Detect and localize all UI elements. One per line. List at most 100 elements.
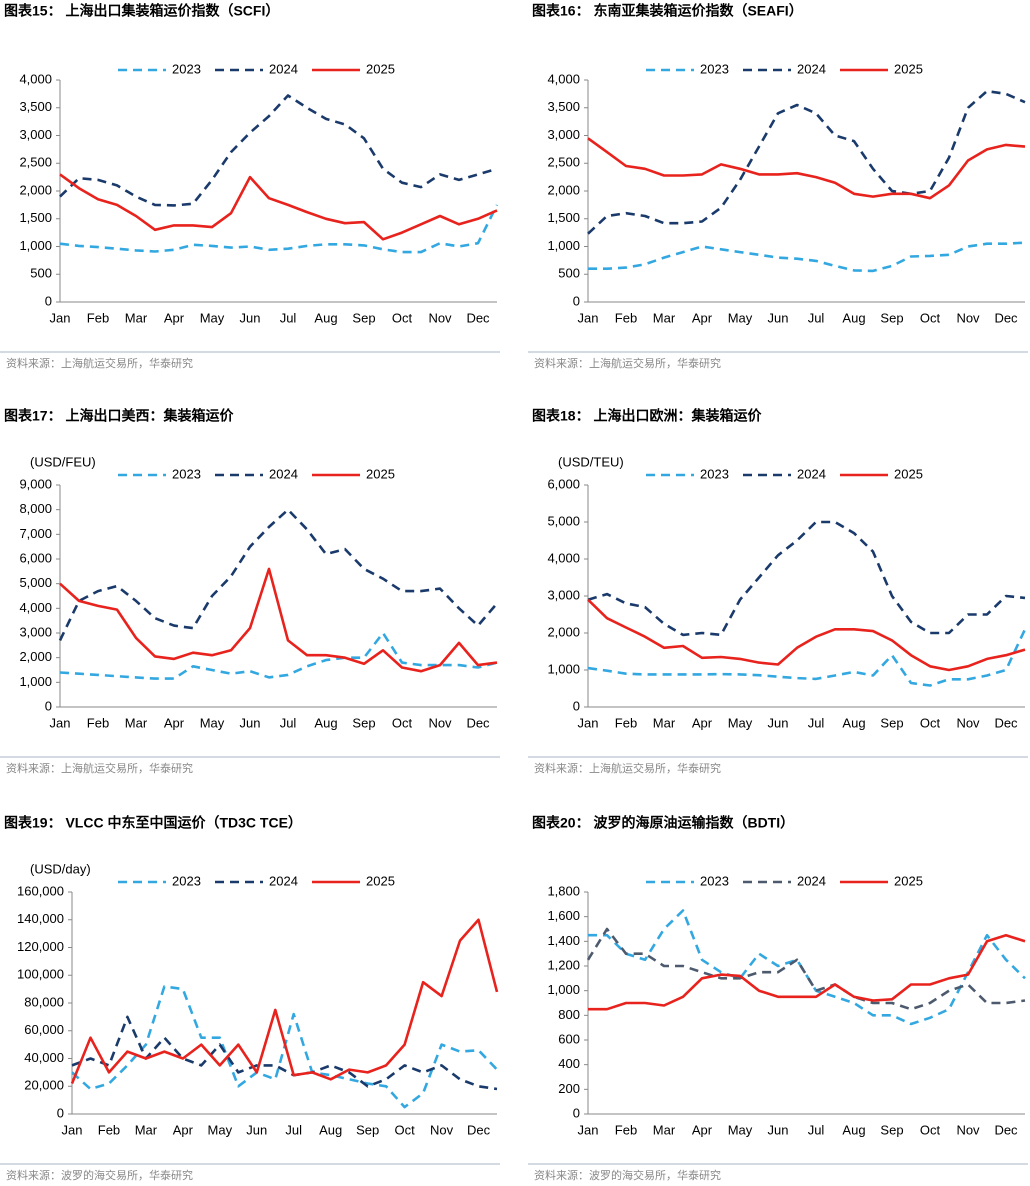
x-tick-label: Oct [392, 715, 413, 730]
x-tick-label: Nov [428, 715, 452, 730]
legend-label: 2024 [797, 61, 826, 76]
y-tick-label: 800 [558, 1007, 580, 1022]
x-tick-label: Aug [842, 1122, 865, 1137]
x-tick-label: May [200, 310, 225, 325]
y-tick-label: 3,000 [19, 624, 52, 639]
legend-label: 2023 [700, 61, 729, 76]
x-tick-label: Nov [956, 1122, 980, 1137]
y-tick-label: 3,000 [547, 127, 580, 142]
series-line [70, 918, 499, 1084]
source-note: 资料来源：波罗的海交易所，华泰研究 [534, 1168, 721, 1182]
x-tick-label: Jan [50, 310, 71, 325]
x-tick-label: Feb [615, 1122, 637, 1137]
y-tick-label: 1,000 [19, 238, 52, 253]
y-tick-label: 600 [558, 1031, 580, 1046]
y-tick-label: 500 [30, 266, 52, 281]
x-tick-label: Dec [466, 310, 490, 325]
x-tick-label: Feb [98, 1122, 120, 1137]
x-tick-label: Oct [392, 310, 413, 325]
x-tick-label: Nov [428, 310, 452, 325]
series-line [586, 927, 1026, 1011]
series-line [587, 89, 1026, 235]
legend-label: 2023 [172, 61, 201, 76]
legend-label: 2024 [797, 873, 826, 888]
x-tick-label: Oct [920, 1122, 941, 1137]
x-tick-label: Dec [994, 1122, 1018, 1137]
legend-label: 2023 [172, 873, 201, 888]
y-tick-label: 7,000 [19, 526, 52, 541]
x-tick-label: Mar [125, 715, 148, 730]
series-line [58, 508, 498, 641]
x-tick-label: Feb [87, 715, 109, 730]
x-tick-label: Jun [768, 1122, 789, 1137]
x-tick-label: Jun [768, 310, 789, 325]
x-tick-label: May [728, 310, 753, 325]
x-tick-label: Feb [615, 715, 637, 730]
legend-label: 2024 [269, 873, 298, 888]
x-tick-label: Aug [842, 715, 865, 730]
series-line [587, 137, 1026, 200]
x-tick-label: Jun [240, 310, 261, 325]
x-tick-label: Jul [808, 310, 825, 325]
y-tick-label: 1,800 [547, 883, 580, 898]
y-tick-label: 1,600 [547, 908, 580, 923]
x-tick-label: Jun [246, 1122, 267, 1137]
y-tick-label: 3,000 [547, 587, 580, 602]
chart-title: 图表19： VLCC 中东至中国运价（TD3C TCE） [4, 815, 302, 831]
y-tick-label: 1,500 [547, 210, 580, 225]
y-tick-label: 140,000 [17, 911, 64, 926]
x-tick-label: Mar [653, 715, 676, 730]
legend-label: 2025 [894, 873, 923, 888]
x-tick-label: May [728, 715, 753, 730]
series-line [587, 628, 1027, 687]
series-line [71, 1015, 498, 1091]
x-tick-label: May [200, 715, 225, 730]
x-tick-label: Aug [314, 715, 337, 730]
series-line [59, 94, 498, 207]
x-tick-label: Sep [352, 715, 375, 730]
legend-label: 2025 [366, 466, 395, 481]
chart-title: 图表15： 上海出口集装箱运价指数（SCFI） [4, 3, 279, 19]
y-tick-label: 160,000 [17, 883, 64, 898]
x-tick-label: Apr [692, 1122, 713, 1137]
y-tick-label: 2,500 [19, 155, 52, 170]
y-tick-label: 0 [57, 1105, 64, 1120]
legend-label: 2024 [269, 466, 298, 481]
y-tick-label: 8,000 [19, 501, 52, 516]
y-tick-label: 1,000 [547, 661, 580, 676]
x-tick-label: Sep [352, 310, 375, 325]
y-tick-label: 3,000 [19, 127, 52, 142]
series-line [588, 241, 1026, 273]
source-note: 资料来源：上海航运交易所，华泰研究 [534, 761, 721, 775]
y-axis-label: (USD/day) [30, 861, 91, 876]
series-line [588, 909, 1026, 1026]
x-tick-label: Nov [956, 715, 980, 730]
legend-label: 2025 [366, 873, 395, 888]
y-tick-label: 100,000 [17, 967, 64, 982]
y-axis-label: (USD/TEU) [558, 454, 624, 469]
legend-label: 2025 [366, 61, 395, 76]
y-tick-label: 500 [558, 266, 580, 281]
x-tick-label: Sep [880, 310, 903, 325]
legend-label: 2025 [894, 466, 923, 481]
x-tick-label: Sep [356, 1122, 379, 1137]
legend-label: 2023 [700, 873, 729, 888]
y-tick-label: 3,500 [19, 99, 52, 114]
y-tick-label: 6,000 [19, 550, 52, 565]
y-tick-label: 1,500 [19, 210, 52, 225]
source-note: 资料来源：上海航运交易所，华泰研究 [6, 356, 193, 370]
y-tick-label: 0 [45, 293, 52, 308]
x-tick-label: Dec [467, 1122, 491, 1137]
source-note: 资料来源：波罗的海交易所，华泰研究 [6, 1168, 193, 1182]
x-tick-label: Apr [692, 715, 713, 730]
y-tick-label: 5,000 [19, 575, 52, 590]
x-tick-label: Feb [615, 310, 637, 325]
x-tick-label: Mar [125, 310, 148, 325]
series-line [588, 933, 1026, 1011]
x-tick-label: Sep [880, 1122, 903, 1137]
series-line [587, 598, 1026, 672]
y-tick-label: 4,000 [547, 550, 580, 565]
y-tick-label: 0 [45, 698, 52, 713]
x-tick-label: Dec [466, 715, 490, 730]
